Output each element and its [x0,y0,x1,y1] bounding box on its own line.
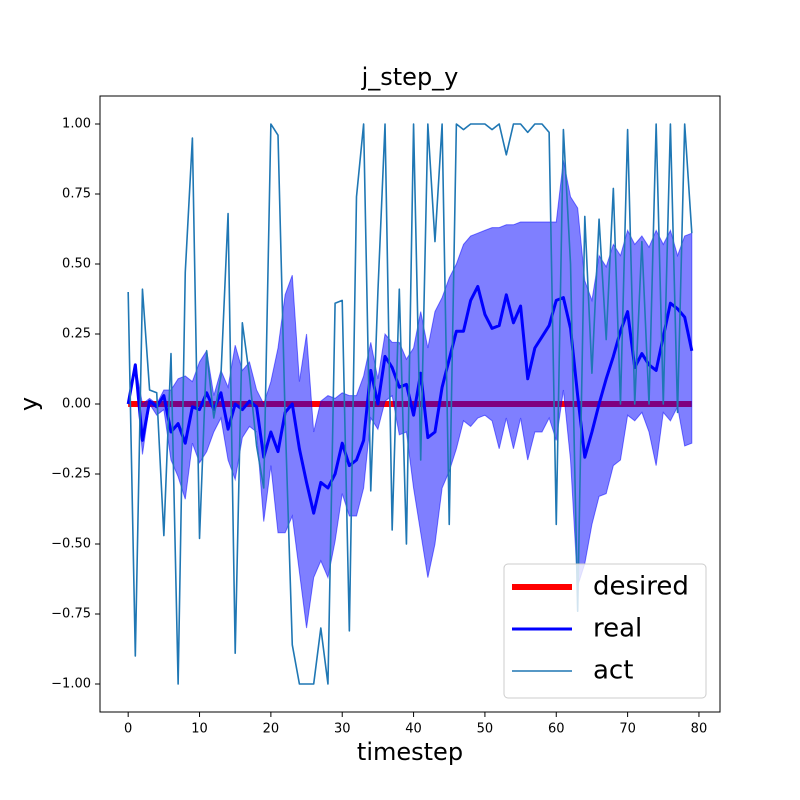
x-tick-label: 50 [477,722,494,737]
x-axis-label: timestep [357,738,463,766]
legend-label: desired [593,572,689,602]
x-tick-label: 70 [619,722,636,737]
x-tick-label: 0 [124,722,132,737]
y-tick-label: 1.00 [62,117,91,132]
y-tick-label: −1.00 [51,677,91,692]
x-tick-label: 60 [548,722,565,737]
y-tick-label: 0.75 [62,187,91,202]
y-axis-label: y [15,397,43,411]
y-tick-label: 0.25 [62,327,91,342]
legend-label: act [593,656,633,686]
y-tick-label: 0.50 [62,257,91,272]
x-tick-label: 40 [405,722,422,737]
line-1 [126,284,694,515]
axes-frame [99,95,721,713]
legend-label: real [593,614,642,644]
chart-title: j_step_y [361,63,459,91]
y-tick-label: −0.50 [51,537,91,552]
legend-box [503,563,707,699]
line-2 [127,123,693,685]
x-tick-label: 20 [263,722,280,737]
x-tick-label: 80 [691,722,708,737]
x-tick-label: 10 [191,722,208,737]
x-tick-label: 30 [334,722,351,737]
y-tick-label: 0.00 [62,397,91,412]
y-tick-label: −0.25 [51,467,91,482]
y-tick-label: −0.75 [51,607,91,622]
